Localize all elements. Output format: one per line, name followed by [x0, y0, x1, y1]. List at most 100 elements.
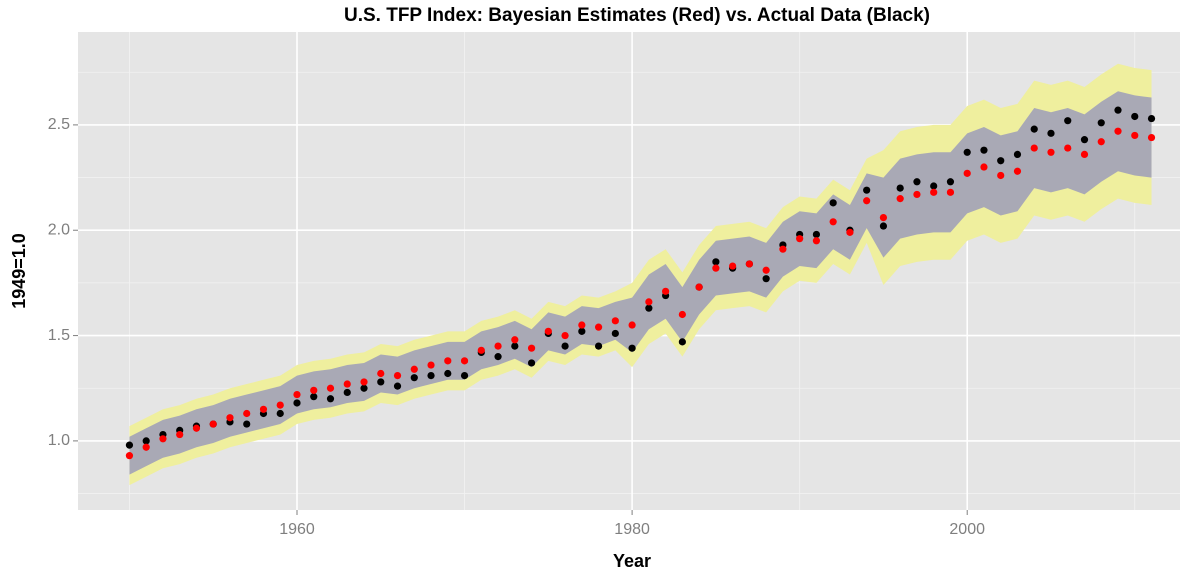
data-point: [1114, 127, 1122, 135]
data-point: [678, 310, 686, 319]
data-point: [678, 338, 686, 346]
data-point: [628, 321, 636, 329]
data-point: [1080, 136, 1089, 144]
data-point: [410, 365, 418, 373]
data-point: [460, 357, 469, 365]
data-point: [544, 327, 552, 335]
data-point: [946, 188, 955, 196]
data-point: [980, 146, 988, 154]
data-point: [276, 409, 284, 418]
data-point: [243, 409, 251, 418]
data-point: [1030, 144, 1038, 152]
data-point: [829, 199, 837, 207]
data-point: [729, 262, 737, 270]
data-point: [1030, 125, 1038, 133]
data-point: [1080, 150, 1089, 158]
data-point: [527, 359, 536, 367]
data-point: [863, 186, 871, 194]
data-point: [494, 353, 502, 361]
data-point: [393, 371, 402, 380]
data-point: [812, 237, 821, 245]
data-point: [1097, 119, 1105, 127]
data-point: [360, 378, 368, 386]
data-point: [142, 437, 150, 445]
data-point: [1097, 138, 1105, 146]
data-point: [410, 374, 418, 382]
data-point: [946, 178, 955, 186]
data-point: [377, 369, 385, 378]
data-point: [980, 163, 988, 171]
data-point: [377, 378, 385, 386]
data-point: [712, 258, 720, 266]
data-point: [645, 304, 653, 312]
data-point: [444, 369, 452, 378]
x-tick-label: 1980: [614, 521, 650, 538]
data-point: [913, 178, 921, 186]
data-point: [226, 414, 234, 422]
data-point: [779, 245, 787, 253]
data-point: [511, 336, 519, 344]
data-point: [393, 382, 402, 390]
data-point: [1047, 129, 1055, 137]
data-point: [578, 327, 586, 335]
data-point: [561, 331, 569, 340]
data-point: [594, 323, 603, 331]
data-point: [209, 420, 217, 428]
data-point: [427, 361, 435, 369]
data-point: [159, 435, 167, 443]
interval-band: [129, 91, 1152, 475]
data-point: [712, 264, 720, 272]
data-point: [896, 195, 904, 203]
data-point: [176, 430, 184, 439]
data-point: [611, 317, 619, 325]
data-point: [662, 287, 670, 295]
data-point: [645, 298, 653, 306]
data-point: [745, 260, 753, 268]
data-point: [427, 371, 435, 380]
data-point: [310, 386, 318, 394]
data-point: [1147, 114, 1156, 123]
data-point: [611, 329, 619, 338]
data-point: [1047, 148, 1055, 156]
data-point: [293, 399, 301, 407]
data-point: [142, 443, 150, 451]
data-point: [913, 190, 921, 199]
data-point: [930, 188, 938, 196]
data-point: [192, 424, 201, 432]
data-point: [997, 171, 1005, 180]
data-point: [695, 283, 703, 291]
data-point: [527, 344, 536, 352]
data-point: [762, 266, 770, 274]
data-point: [343, 388, 351, 397]
x-tick-label: 2000: [949, 521, 985, 538]
data-point: [762, 275, 770, 283]
data-point: [796, 235, 804, 243]
data-point: [259, 405, 268, 413]
data-point: [310, 393, 318, 401]
x-axis-label: Year: [613, 551, 651, 571]
data-point: [578, 321, 586, 329]
y-tick-label: 2.5: [48, 116, 70, 133]
chart-title: U.S. TFP Index: Bayesian Estimates (Red)…: [344, 5, 930, 26]
data-point: [343, 380, 351, 388]
data-point: [1013, 167, 1022, 175]
data-point: [1013, 150, 1022, 158]
data-point: [1147, 133, 1156, 142]
y-tick-label: 1.5: [48, 327, 70, 344]
data-point: [963, 169, 971, 177]
data-point: [293, 390, 301, 399]
data-point: [1114, 106, 1122, 114]
data-point: [930, 182, 938, 190]
data-point: [879, 222, 888, 230]
data-point: [628, 344, 636, 352]
data-point: [276, 401, 284, 409]
y-tick-label: 2.0: [48, 221, 70, 238]
data-point: [1131, 131, 1139, 140]
data-point: [125, 452, 134, 460]
data-point: [561, 342, 569, 350]
data-point: [243, 420, 251, 428]
data-point: [997, 157, 1005, 165]
data-point: [1131, 112, 1139, 121]
data-point: [125, 441, 134, 449]
